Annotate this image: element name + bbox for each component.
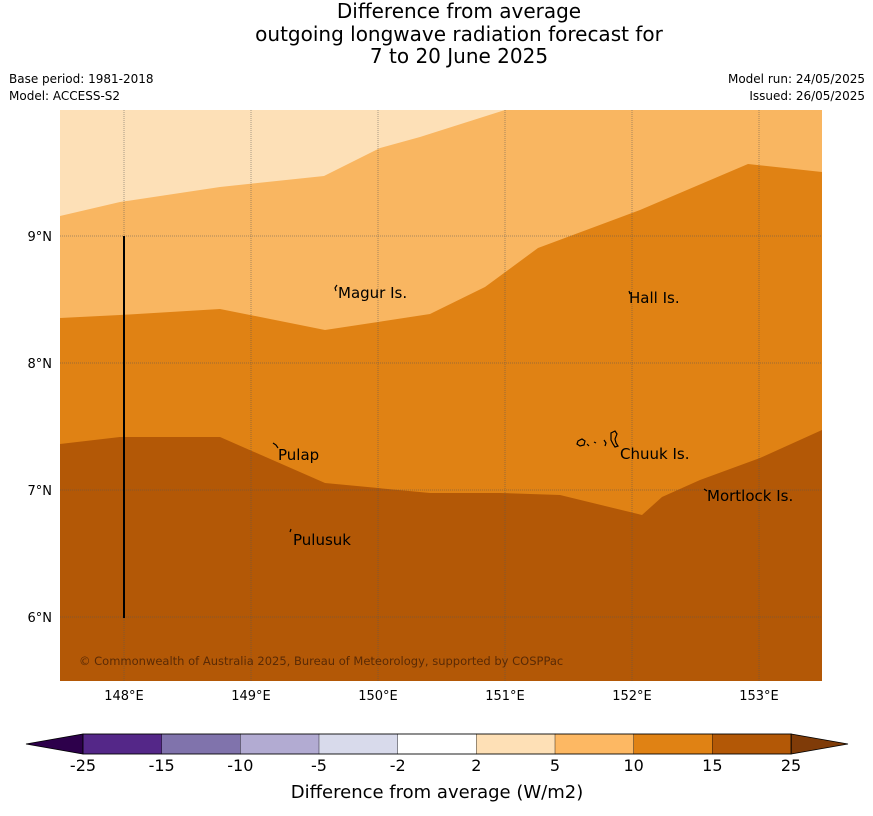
title-line-2: outgoing longwave radiation forecast for [255, 21, 663, 46]
magur-island-icon [334, 284, 338, 292]
base-period: Base period: 1981-2018 [9, 72, 154, 86]
colorbar-extend-high [790, 733, 849, 755]
colorbar-segment [554, 733, 635, 755]
colorbar-tick-label: -10 [227, 756, 253, 775]
place-label-magur: Magur Is. [338, 284, 407, 302]
longitude-ticks: 148°E 149°E 150°E 151°E 152°E 153°E [104, 689, 779, 704]
latitude-ticks: 9°N 8°N 7°N 6°N [28, 230, 53, 626]
title-line-1: Difference from average [336, 0, 582, 23]
copyright-notice: © Commonwealth of Australia 2025, Bureau… [79, 654, 563, 668]
lat-tick-label: 6°N [28, 611, 53, 626]
colorbar-segment [82, 733, 163, 755]
mortlock-island-icon [703, 488, 708, 492]
colorbar-segment [397, 733, 478, 755]
place-label-hall: Hall Is. [629, 289, 680, 307]
lon-tick-label: 149°E [231, 689, 271, 704]
colorbar-tick-label: 25 [781, 756, 801, 775]
colorbar-tick-label: 10 [623, 756, 643, 775]
hall-island-icon [628, 290, 631, 295]
colorbar-segment [161, 733, 242, 755]
colorbar-ticks: -25 -15 -10 -5 -2 2 5 10 15 25 [70, 756, 801, 775]
colorbar-tick-label: -15 [149, 756, 175, 775]
map-area: Magur Is. Hall Is. Pulap Chuuk Is. Mortl… [60, 110, 822, 681]
colorbar: -25 -15 -10 -5 -2 2 5 10 15 25 Difference from av… [25, 733, 849, 803]
chuuk-island-icon [576, 430, 619, 448]
place-label-pulap: Pulap [278, 446, 319, 464]
pulap-island-icon [272, 442, 279, 449]
colorbar-segment [712, 733, 792, 755]
model-run: Model run: 24/05/2025 [727, 72, 865, 86]
colorbar-frame [82, 733, 792, 755]
lat-tick-label: 8°N [28, 357, 53, 372]
colorbar-segment [633, 733, 714, 755]
colorbar-tick-label: -25 [70, 756, 96, 775]
place-label-mortlock: Mortlock Is. [707, 487, 793, 505]
place-label-pulusuk: Pulusuk [293, 531, 351, 549]
lat-tick-label: 7°N [28, 484, 53, 499]
lon-tick-label: 150°E [358, 689, 398, 704]
title-line-3: 7 to 20 June 2025 [369, 44, 549, 68]
colorbar-tick-label: 5 [550, 756, 560, 775]
place-label-chuuk: Chuuk Is. [620, 445, 689, 463]
issued-date: Issued: 26/05/2025 [749, 89, 865, 103]
colorbar-tick-label: -5 [311, 756, 327, 775]
colorbar-tick-label: 2 [471, 756, 481, 775]
colorbar-tick-label: -2 [390, 756, 406, 775]
colorbar-extend-low [25, 733, 84, 755]
meta-left: Base period: 1981-2018 Model: ACCESS-S2 [9, 71, 154, 105]
lon-tick-label: 148°E [104, 689, 144, 704]
lon-tick-label: 152°E [612, 689, 652, 704]
colorbar-segment [318, 733, 399, 755]
lat-tick-label: 9°N [28, 230, 53, 245]
lon-tick-label: 153°E [739, 689, 779, 704]
island-outlines [272, 284, 708, 533]
pulusuk-island-icon [289, 528, 292, 533]
model-name: Model: ACCESS-S2 [9, 89, 121, 103]
colorbar-tick-label: 15 [702, 756, 722, 775]
meta-right: Model run: 24/05/2025 Issued: 26/05/2025 [728, 71, 865, 105]
colorbar-segment [240, 733, 320, 755]
colorbar-segment [476, 733, 556, 755]
colorbar-label: Difference from average (W/m2) [291, 782, 583, 803]
colorbar-segments [82, 733, 792, 755]
band-2-to-5 [60, 110, 505, 216]
gridlines [60, 110, 822, 681]
lon-tick-label: 151°E [485, 689, 525, 704]
chart-title: Difference from average outgoing longwav… [0, 0, 873, 68]
